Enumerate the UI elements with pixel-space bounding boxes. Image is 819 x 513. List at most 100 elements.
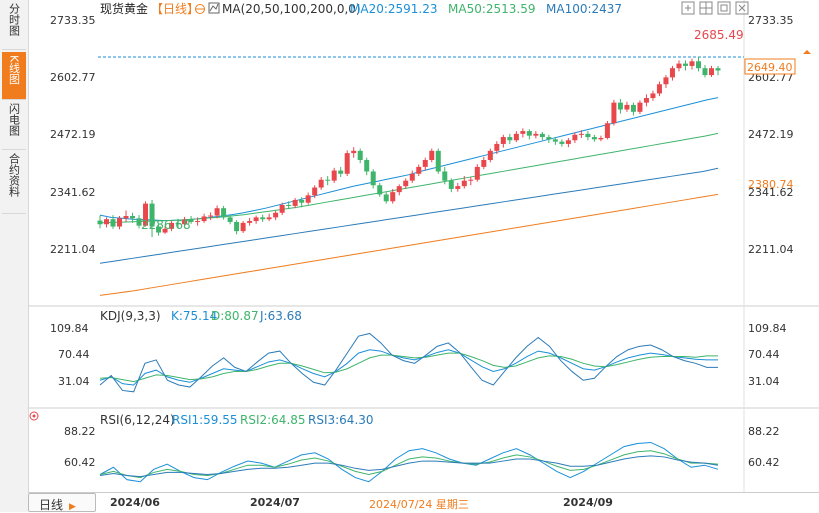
candle-body (689, 61, 695, 66)
price-tick-right: 2733.35 (748, 14, 794, 27)
candle-body (273, 212, 279, 218)
tab-intraday-label: 分时图 (7, 3, 21, 36)
candle-body (695, 61, 701, 69)
price-tick-right: 2211.04 (748, 243, 794, 256)
candle-body (448, 180, 454, 189)
candle-body (312, 187, 318, 196)
candle-body (468, 179, 474, 181)
rsi-title: RSI(6,12,24) (100, 413, 175, 427)
tab-kline[interactable]: K线图 (2, 52, 26, 100)
time-tick: 2024/09 (563, 496, 613, 509)
tab-intraday[interactable]: 分时图 (2, 0, 26, 50)
restore-icon[interactable] (717, 1, 731, 15)
tab-flash-chart[interactable]: 闪电图 (2, 100, 26, 150)
current-price-label: 2649.40 (747, 61, 793, 74)
candle-body (604, 123, 610, 138)
ma-line-ma100 (99, 167, 719, 264)
candle-body (169, 222, 175, 229)
kdj-tick-right: 70.44 (748, 348, 780, 361)
candle-body (455, 186, 461, 189)
candle-body (611, 102, 617, 124)
grid-icon[interactable] (699, 1, 713, 15)
kdj-tick-left: 109.84 (50, 322, 89, 335)
settings-icon[interactable] (195, 4, 205, 14)
candle-body (422, 160, 428, 167)
candle-body (487, 150, 493, 160)
candle-body (650, 93, 656, 99)
chart-area: 现货黄金 【日线】 MA(20,50,100,200,0,0) MA20:259… (28, 0, 819, 512)
rsi2-value: RSI2:64.85 (240, 413, 306, 427)
candle-body (247, 221, 253, 223)
candle-body (617, 102, 623, 110)
time-tick-selected: 2024/07/24 星期三 (369, 498, 469, 511)
ma20-value: MA20:2591.23 (350, 2, 438, 16)
candle-body (234, 221, 240, 232)
candle-body (110, 219, 116, 227)
candle-body (435, 150, 441, 172)
candle-body (572, 134, 578, 141)
candle-body (624, 104, 630, 110)
fullscreen-icon[interactable] (681, 1, 695, 15)
right-level-label: 2380.74 (748, 178, 794, 191)
rsi-line-rsi1 (99, 441, 719, 483)
candle-body (240, 222, 246, 232)
price-tick-right: 2472.19 (748, 128, 794, 141)
close-icon[interactable] (735, 1, 749, 15)
candle-body (305, 195, 311, 203)
candle-body (104, 219, 110, 225)
period-selector[interactable]: 日线 ▶ (28, 493, 96, 512)
candle-body (149, 203, 155, 227)
kdj-line-j (99, 332, 718, 393)
rsi-line-rsi3 (99, 455, 719, 478)
candle-body (292, 199, 298, 206)
rsi-settings-icon[interactable] (29, 411, 39, 421)
candle-body (227, 217, 233, 222)
price-tick-left: 2211.04 (50, 243, 96, 256)
candle-body (286, 204, 292, 206)
time-tick: 2024/07 (250, 496, 300, 509)
price-tick-left: 2472.19 (50, 128, 96, 141)
ma-params[interactable]: MA(20,50,100,200,0,0) (222, 2, 361, 16)
candle-body (546, 137, 552, 140)
candle-body (143, 203, 149, 226)
current-price-tag (744, 58, 796, 75)
candle-body (416, 166, 422, 174)
candle-body (156, 226, 162, 233)
candle-body (221, 208, 227, 218)
price-tick-left: 2602.77 (50, 71, 96, 84)
rsi-tick-right: 88.22 (748, 425, 780, 438)
rsi-tick-left: 88.22 (64, 425, 96, 438)
time-tick: 2024/06 (110, 496, 160, 509)
candle-body (299, 199, 305, 203)
ma-line-ma20 (99, 97, 719, 222)
low-label: 2286.68 (141, 218, 191, 232)
indicator-icon[interactable] (208, 2, 220, 14)
candle-body (279, 204, 285, 213)
candle-body (201, 216, 207, 222)
candle-body (123, 216, 129, 219)
candle-body (637, 102, 643, 112)
candle-body (253, 217, 259, 222)
candle-body (117, 218, 123, 227)
period-tag[interactable]: 【日线】 (151, 2, 199, 16)
side-tab-bar: 分时图 K线图 闪电图 合约资料 (0, 0, 29, 512)
candle-body (500, 137, 506, 144)
alert-arrow-icon[interactable] (803, 50, 811, 54)
candle-body (409, 173, 415, 181)
rsi-tick-right: 60.42 (748, 456, 780, 469)
candle-body (507, 137, 513, 141)
candle-body (585, 133, 591, 138)
candle-body (669, 68, 675, 78)
tab-contract-info[interactable]: 合约资料 (2, 150, 26, 214)
candle-body (442, 171, 448, 181)
candle-body (396, 186, 402, 193)
price-tick-left: 2733.35 (50, 14, 96, 27)
candle-body (383, 194, 389, 202)
candle-body (513, 133, 519, 141)
kdj-tick-left: 70.44 (58, 348, 90, 361)
candle-body (429, 150, 435, 160)
candle-body (325, 179, 331, 181)
tab-contract-label: 合约资料 (7, 153, 21, 197)
candlestick-chart[interactable]: 现货黄金 【日线】 MA(20,50,100,200,0,0) MA20:259… (28, 0, 819, 492)
kdj-title: KDJ(9,3,3) (100, 309, 161, 323)
